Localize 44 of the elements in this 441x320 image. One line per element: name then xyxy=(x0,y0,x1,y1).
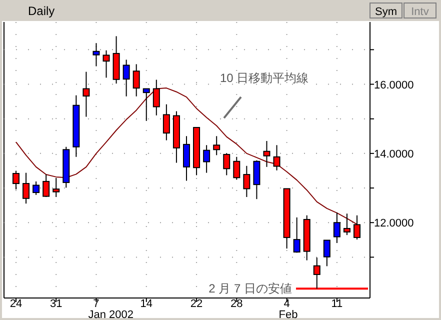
candlestick xyxy=(142,88,150,122)
candlestick xyxy=(243,165,250,198)
candlestick xyxy=(233,156,240,180)
candlestick xyxy=(132,64,140,97)
candlestick xyxy=(122,59,130,97)
x-tick-label: 28 xyxy=(230,298,243,310)
x-tick-label: 22 xyxy=(190,298,203,310)
text: Feb xyxy=(278,309,298,320)
x-tick-label: 7 xyxy=(93,298,100,310)
candlestick xyxy=(82,71,90,118)
candlestick xyxy=(203,144,210,174)
candlestick xyxy=(293,216,300,254)
y-tick-label: 16.0000 xyxy=(374,79,414,92)
candlestick xyxy=(183,136,190,182)
text: 10 日移動平均線 xyxy=(220,71,309,85)
candlestick xyxy=(152,79,160,116)
candlestick xyxy=(102,50,110,78)
candlestick xyxy=(92,42,100,67)
text: Intv xyxy=(411,6,430,18)
x-tick-label: 14 xyxy=(140,298,153,310)
candlestick xyxy=(213,136,220,156)
chart-title: Daily xyxy=(28,4,55,18)
text: Jan 2002 xyxy=(88,309,134,320)
candlestick xyxy=(223,152,230,176)
candlestick xyxy=(263,140,270,168)
candlestick xyxy=(333,212,340,244)
candlestick xyxy=(253,160,260,200)
candlestick xyxy=(42,174,50,198)
candlestick xyxy=(273,144,280,171)
y-tick-label: 14.0000 xyxy=(374,148,414,160)
candlestick xyxy=(354,214,360,240)
candlestick xyxy=(22,172,30,204)
candlestick xyxy=(162,104,170,141)
x-tick-label: 11 xyxy=(331,298,343,310)
x-tick-label: 24 xyxy=(10,298,22,310)
x-tick-label: 31 xyxy=(50,298,62,310)
candlestick xyxy=(323,240,330,267)
candlestick xyxy=(52,177,60,198)
candlestick xyxy=(12,170,20,190)
candlestick xyxy=(343,213,350,236)
candlestick xyxy=(32,180,40,196)
text: Sym xyxy=(375,6,397,18)
ref-line-label: 2 月 7 日の安値 xyxy=(208,282,292,296)
y-tick-label: 12.0000 xyxy=(374,218,414,230)
